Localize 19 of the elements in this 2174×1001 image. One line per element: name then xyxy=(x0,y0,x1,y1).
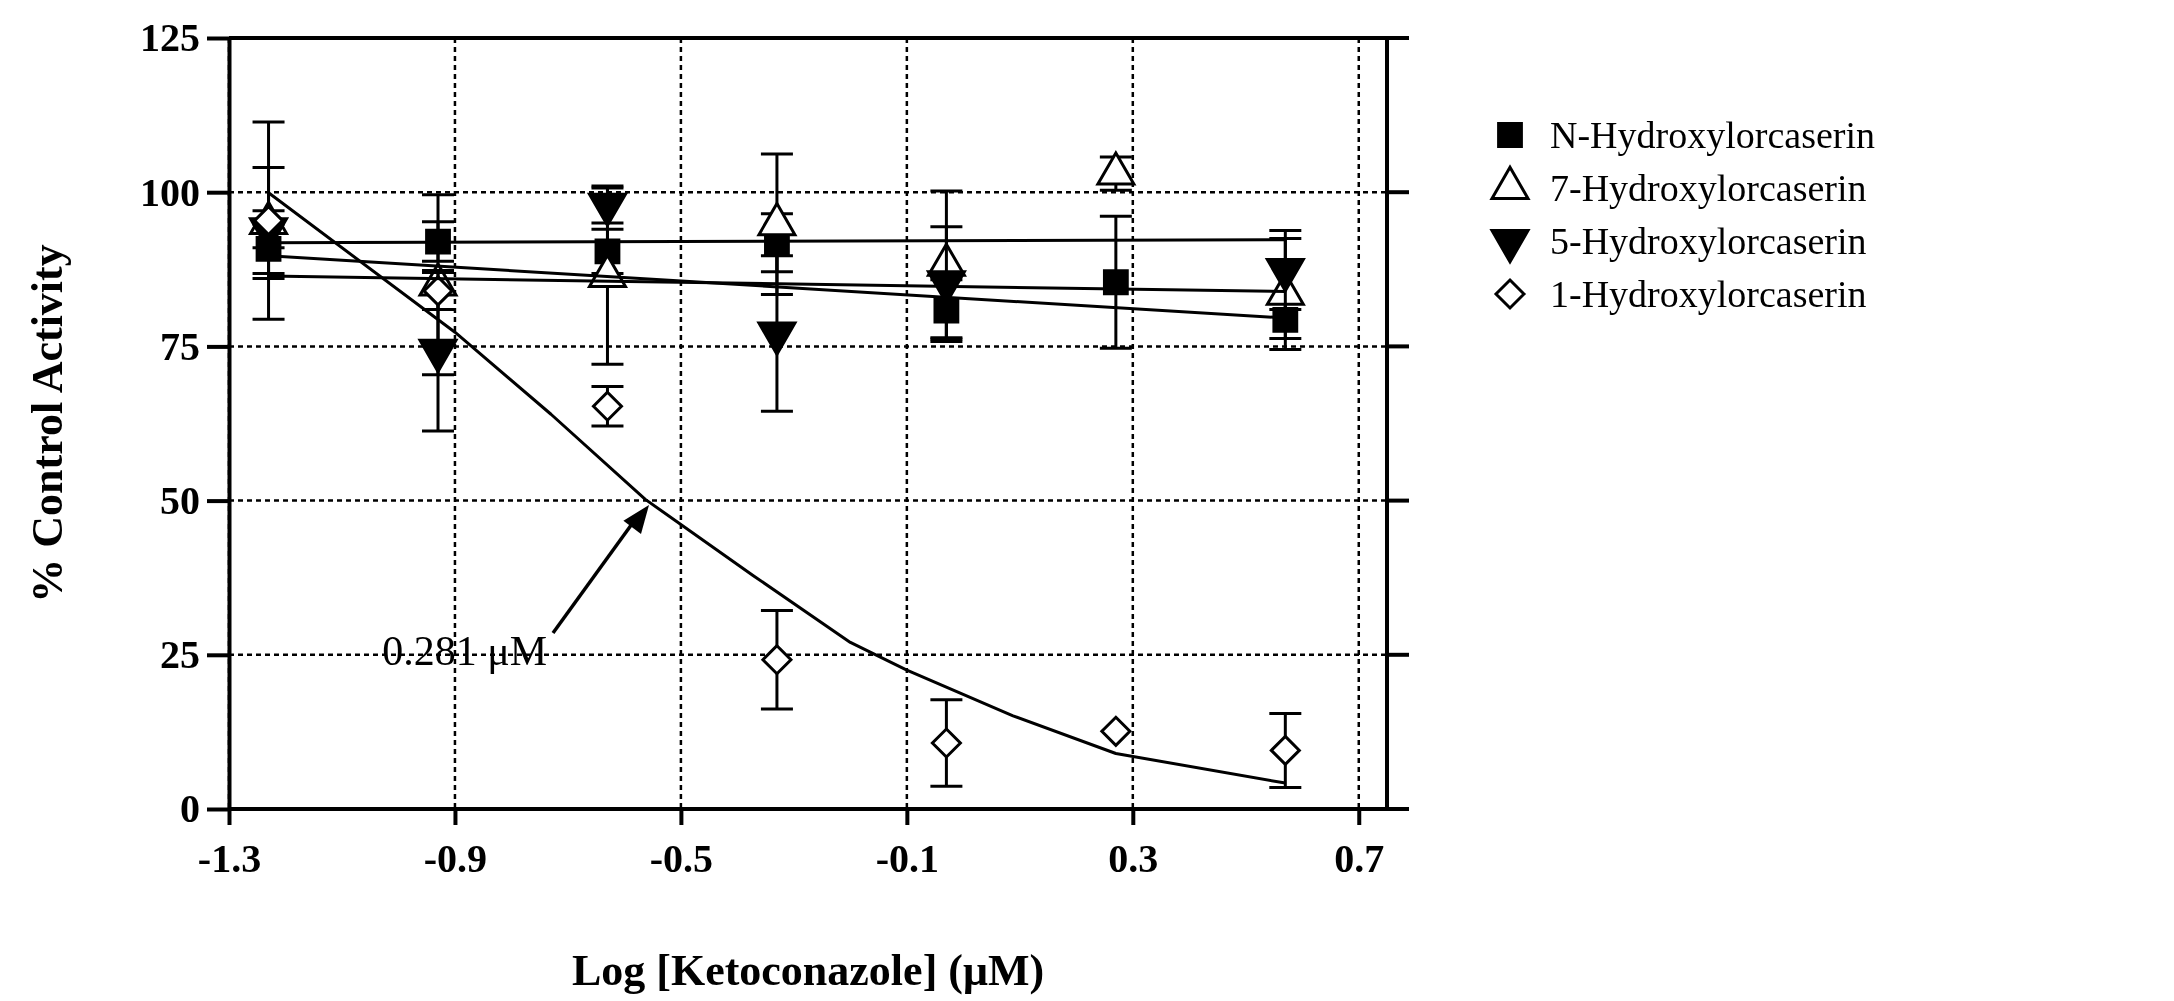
x-axis-title: Log [Ketoconazole] (μM) xyxy=(571,946,1045,995)
annotation: 0.281 μM xyxy=(382,628,547,674)
legend-label: 5-Hydroxylorcaserin xyxy=(1550,220,1867,262)
y-tick-label: 50 xyxy=(160,477,200,523)
x-tick-label: -0.1 xyxy=(875,836,940,881)
x-tick-label: 0.7 xyxy=(1334,836,1385,881)
legend-label: 1-Hydroxylorcaserin xyxy=(1550,273,1867,315)
x-tick-label: -1.3 xyxy=(197,836,262,881)
legend-label: 7-Hydroxylorcaserin xyxy=(1550,167,1867,209)
y-tick-label: 25 xyxy=(160,632,200,678)
y-tick-label: 75 xyxy=(160,323,200,369)
y-tick-label: 125 xyxy=(140,15,200,61)
y-tick-label: 100 xyxy=(140,169,200,215)
y-axis-title: % Control Activity xyxy=(23,244,72,603)
x-tick-label: -0.9 xyxy=(423,836,488,881)
y-tick-label: 0 xyxy=(180,786,200,832)
x-tick-label: 0.3 xyxy=(1108,836,1159,881)
legend-label: N-Hydroxylorcaserin xyxy=(1550,114,1876,156)
x-tick-label: -0.5 xyxy=(649,836,714,881)
